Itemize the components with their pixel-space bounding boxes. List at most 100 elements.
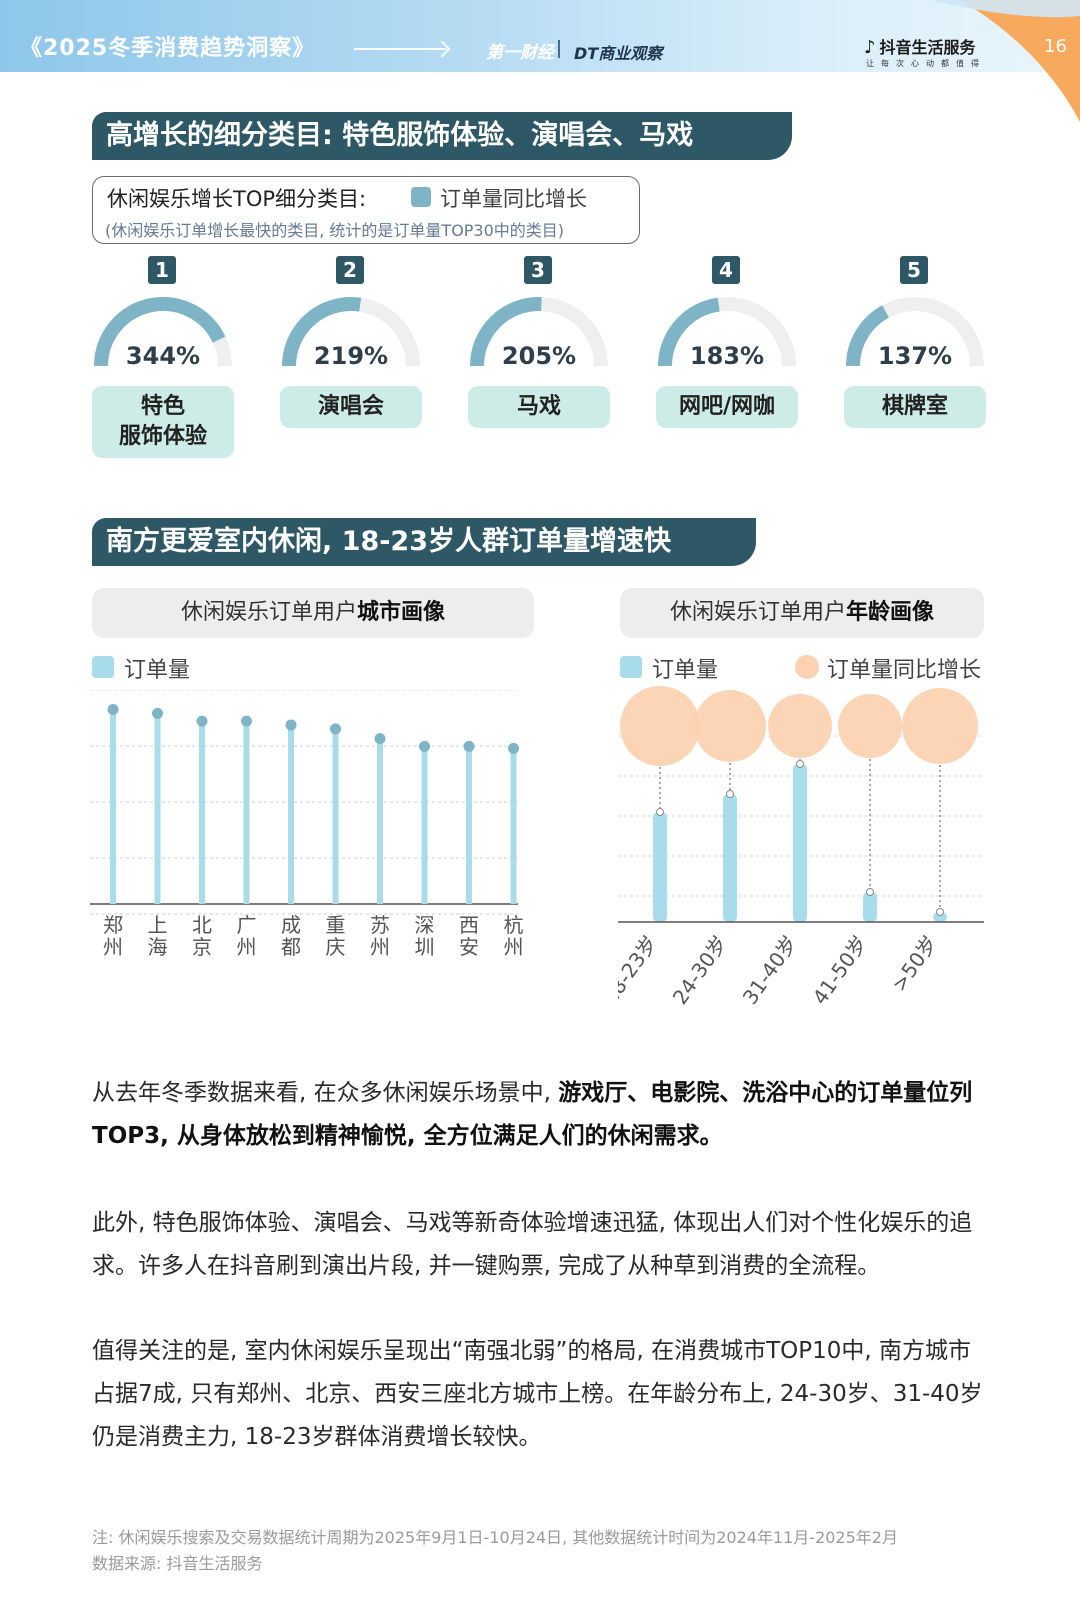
page-header: 《2025冬季消费趋势洞察》 第一财经 DT商业观察 ♪ 抖音生活服务 让每次心动…	[0, 0, 1080, 72]
gauge-chart	[470, 296, 608, 367]
city-tick-label: 州	[103, 935, 123, 959]
corner-decoration	[930, 0, 1080, 122]
report-title: 《2025冬季消费趋势洞察》	[20, 36, 316, 61]
city-tick-label: 州	[370, 935, 390, 959]
rank-badge: 3	[524, 256, 552, 284]
bar-top-marker	[936, 908, 944, 916]
rank-badge: 4	[712, 256, 740, 284]
section-banner-region: 南方更爱室内休闲, 18-23岁人群订单量增速快	[92, 518, 756, 566]
bar-top-marker	[726, 790, 734, 798]
music-note-icon: ♪	[864, 37, 876, 58]
category-label: 网吧/网咖	[656, 386, 798, 428]
logo-divider	[558, 40, 560, 58]
age-tick-label: 24-30岁	[668, 931, 732, 1009]
order-bar	[723, 794, 737, 922]
douyin-logo: ♪ 抖音生活服务	[864, 37, 976, 58]
age-bar-bubble-chart: 18-23岁 24-30岁 31-40岁 41-50岁 >50岁	[618, 686, 984, 1009]
lollipop-dot	[196, 715, 208, 727]
city-tick-label: 北	[192, 913, 212, 937]
city-tick-label: 深	[415, 913, 435, 937]
city-panel-title: 休闲娱乐订单用户城市画像	[92, 588, 534, 638]
city-tick-label: 上	[148, 913, 168, 937]
bar-top-marker	[866, 888, 874, 896]
gauge-chart	[282, 297, 420, 367]
legend-swatch	[411, 187, 431, 207]
city-tick-label: 州	[504, 935, 524, 959]
age-tick-label: 31-40岁	[738, 931, 802, 1009]
gauge-chart	[94, 297, 232, 367]
age-panel-title: 休闲娱乐订单用户年龄画像	[620, 588, 984, 638]
rank-badge: 1	[148, 256, 176, 284]
page-number: 16	[1044, 36, 1067, 57]
city-tick-label: 广	[237, 913, 257, 937]
page-number-layer: 16	[0, 0, 1080, 72]
lollipop-dot	[241, 715, 252, 727]
order-bar	[933, 912, 947, 922]
legend-series-label: 订单量同比增长	[440, 187, 587, 211]
city-tick-label: 苏	[370, 913, 390, 937]
lollipop-dot	[152, 707, 163, 719]
gauge-fill	[282, 297, 362, 367]
footnote-period: 注: 休闲娱乐搜索及交易数据统计周期为2025年9月1日-10月24日, 其他数…	[92, 1528, 898, 1547]
gauge-fill	[94, 297, 226, 367]
lollipop-dot	[285, 719, 297, 731]
gauge-chart	[846, 297, 984, 367]
order-bar	[863, 892, 877, 922]
category-label: 棋牌室	[844, 386, 986, 428]
growth-value: 205%	[501, 342, 577, 370]
paragraph-2: 此外, 特色服饰体验、演唱会、马戏等新奇体验增速迅猛, 体现出人们对个性化娱乐的…	[92, 1210, 973, 1279]
growth-value: 137%	[877, 342, 953, 370]
age-tick-label: 41-50岁	[808, 931, 872, 1009]
bar-top-marker	[656, 808, 664, 816]
age-orders-legend-label: 订单量	[652, 658, 719, 683]
growth-bubble	[838, 694, 902, 758]
order-bar	[653, 812, 667, 922]
gauge-chart	[658, 297, 796, 367]
age-tick-label: 18-23岁	[618, 931, 662, 1009]
growth-legend-label: 订单量同比增长	[827, 658, 982, 683]
growth-bubble	[902, 688, 978, 764]
growth-value: 183%	[689, 342, 765, 370]
age-tick-label: >50岁	[887, 931, 942, 996]
bar-top-marker	[796, 760, 804, 768]
gauge-fill	[846, 305, 890, 367]
legend-note: (休闲娱乐订单增长最快的类目, 统计的是订单量TOP30中的类目)	[105, 221, 565, 240]
arrow-right-icon	[354, 48, 446, 50]
city-tick-label: 郑	[103, 913, 123, 937]
rank-badge: 2	[336, 256, 364, 284]
lollipop-dot	[508, 742, 519, 754]
yicai-logo: 第一财经	[486, 43, 554, 63]
lollipop-dot	[107, 703, 119, 715]
gauge-fill	[658, 297, 720, 367]
growth-value: 219%	[313, 342, 389, 370]
city-tick-label: 安	[459, 935, 479, 959]
paragraph-3: 值得关注的是, 室内休闲娱乐呈现出“南强北弱”的格局, 在消费城市TOP10中,…	[92, 1338, 983, 1450]
lollipop-dot	[330, 723, 341, 735]
rank-badge: 5	[900, 256, 928, 284]
city-tick-label: 圳	[415, 935, 435, 959]
growth-legend-dot	[795, 655, 819, 679]
city-tick-label: 西	[459, 913, 479, 937]
lollipop-dot	[419, 740, 430, 752]
city-tick-label: 京	[192, 935, 212, 959]
paragraph-1: 从去年冬季数据来看, 在众多休闲娱乐场景中, 游戏厅、电影院、洗浴中心的订单量位…	[92, 1080, 973, 1149]
city-tick-label: 成	[281, 913, 301, 937]
gauge-fill	[470, 296, 542, 367]
lollipop-dot	[463, 740, 475, 752]
city-tick-label: 州	[237, 935, 257, 959]
city-tick-label: 海	[148, 935, 168, 959]
order-bar	[793, 764, 807, 922]
growth-bubble	[768, 694, 832, 758]
dt-logo: DT商业观察	[574, 44, 663, 63]
city-tick-label: 重	[326, 913, 346, 937]
growth-bubble	[694, 690, 766, 762]
growth-legend-box: 休闲娱乐增长TOP细分类目: 订单量同比增长 (休闲娱乐订单增长最快的类目, 统…	[92, 176, 640, 244]
section-banner-growth: 高增长的细分类目: 特色服饰体验、演唱会、马戏	[92, 112, 792, 160]
growth-value: 344%	[125, 342, 201, 370]
footnote-source: 数据来源: 抖音生活服务	[92, 1554, 263, 1573]
category-label: 演唱会	[280, 386, 422, 428]
city-tick-label: 都	[281, 935, 301, 959]
city-tick-label: 庆	[326, 935, 346, 959]
age-orders-legend-swatch	[620, 656, 642, 678]
